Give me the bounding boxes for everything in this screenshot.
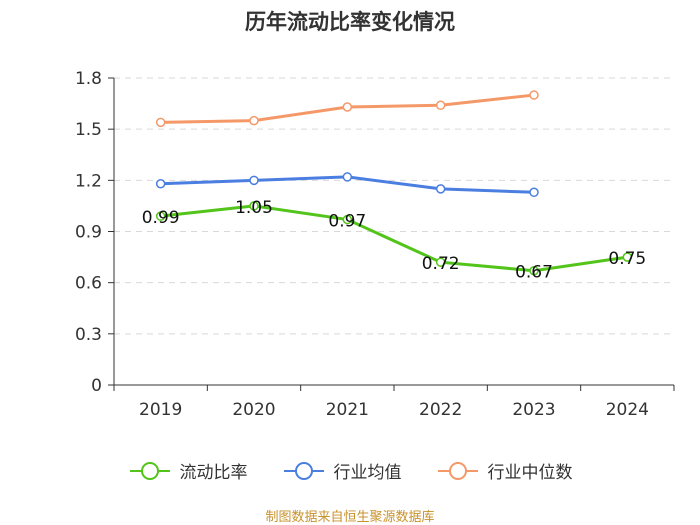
- data-point: [155, 211, 166, 221]
- data-point: [155, 178, 166, 189]
- data-label: 0.72: [422, 254, 460, 274]
- data-point: [249, 115, 259, 126]
- legend-item[interactable]: 行业均值: [282, 458, 402, 483]
- x-tick-label: 2022: [419, 400, 462, 420]
- data-point: [529, 187, 539, 198]
- y-tick-label: 0: [91, 376, 102, 396]
- data-point: [435, 100, 446, 111]
- y-tick-label: 0.3: [75, 325, 102, 345]
- data-point: [342, 102, 353, 112]
- legend-label: 行业均值: [333, 463, 402, 483]
- data-label: 0.67: [515, 263, 553, 283]
- x-tick-label: 2024: [606, 400, 649, 420]
- data-label: 1.05: [235, 198, 273, 218]
- data-point: [435, 184, 446, 194]
- y-tick-label: 0.6: [75, 274, 102, 294]
- y-tick-label: 1.5: [75, 120, 102, 140]
- data-point: [249, 175, 259, 186]
- legend-item[interactable]: 流动比率: [128, 458, 248, 483]
- x-tick-label: 2020: [232, 400, 275, 420]
- x-tick-label: 2023: [512, 400, 555, 420]
- data-point: [342, 172, 353, 182]
- data-point: [529, 265, 539, 276]
- source-note: 制图数据来自恒生聚源数据库: [265, 510, 435, 525]
- chart-title: 历年流动比率变化情况: [245, 10, 455, 34]
- y-tick-label: 0.9: [75, 223, 102, 243]
- legend-marker-icon: [283, 461, 324, 480]
- y-tick-label: 1.2: [75, 171, 102, 191]
- x-tick-label: 2019: [139, 400, 182, 420]
- legend-label: 行业中位数: [487, 463, 573, 483]
- data-label: 0.97: [328, 212, 366, 232]
- legend: 流动比率 行业均值 行业中位数: [0, 458, 700, 483]
- legend-label: 流动比率: [179, 463, 248, 483]
- data-point: [249, 201, 259, 211]
- data-point: [435, 257, 446, 267]
- data-point: [622, 252, 633, 262]
- legend-item[interactable]: 行业中位数: [436, 458, 573, 483]
- series-line: [160, 204, 628, 273]
- data-point: [342, 214, 353, 225]
- data-point: [529, 90, 539, 100]
- legend-marker-icon: [129, 461, 170, 480]
- legend-marker-icon: [437, 461, 478, 480]
- data-label: 0.99: [142, 208, 180, 228]
- x-tick-label: 2021: [326, 400, 369, 420]
- plot-area: 0 0.3 0.6 0.9 1.2 1.5 1.8 2019 2020 2021 2022 2023 2…: [75, 69, 675, 420]
- y-tick-label: 1.8: [75, 69, 102, 89]
- data-point: [155, 117, 166, 128]
- data-label: 0.75: [608, 249, 646, 269]
